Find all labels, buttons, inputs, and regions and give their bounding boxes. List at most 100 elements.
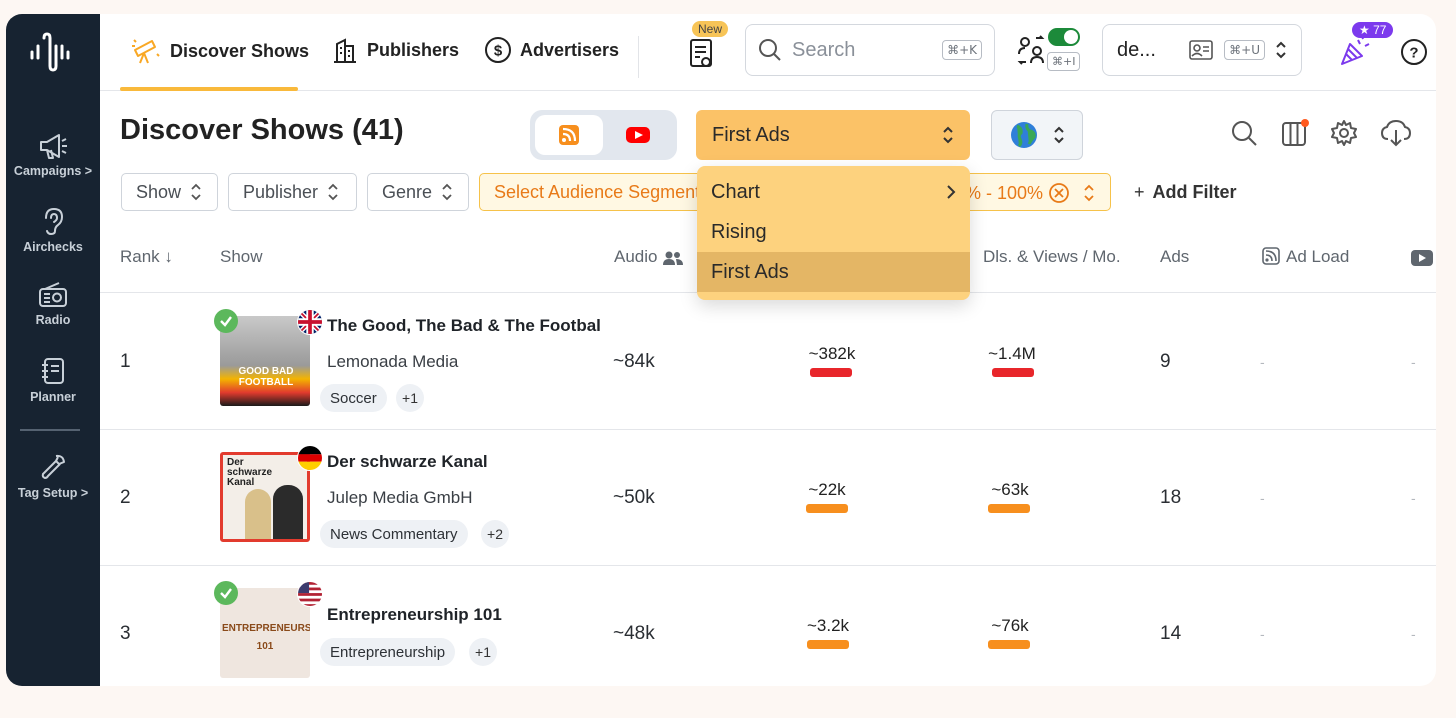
megaphone-icon	[40, 134, 67, 159]
nav-separator	[638, 36, 639, 78]
toggle-switch[interactable]	[1048, 28, 1080, 46]
dollar-icon: $	[485, 37, 511, 63]
menu-item-chart[interactable]: Chart	[697, 172, 970, 212]
genre-tag[interactable]: Soccer	[320, 384, 387, 412]
region-select[interactable]	[991, 110, 1083, 160]
more-tags-badge[interactable]: +1	[396, 384, 424, 412]
notebook-icon	[42, 358, 64, 384]
rank-column-header[interactable]: Rank ↓	[120, 247, 173, 267]
chevron-updown-icon	[1276, 41, 1286, 59]
notification-count: 77	[1373, 23, 1387, 37]
show-filter[interactable]: Show	[121, 173, 218, 211]
building-icon	[334, 38, 356, 63]
show-name[interactable]: Entrepreneurship 101	[327, 605, 502, 624]
youtube-column-icon[interactable]	[1410, 249, 1434, 267]
menu-item-label: Chart	[711, 180, 760, 203]
sidebar-item-label: Radio	[35, 313, 71, 327]
more-tags-badge[interactable]: +1	[469, 638, 497, 666]
downloads-column-header[interactable]: Dls. & Views / Mo.	[983, 247, 1121, 267]
search-icon[interactable]	[1230, 119, 1258, 147]
chevron-updown-icon	[328, 183, 338, 201]
ad-load-cell: -	[1260, 354, 1265, 370]
app-logo-icon[interactable]	[28, 32, 72, 72]
chevron-updown-icon	[943, 126, 953, 144]
sidebar: Campaigns > Airchecks Radio Planner Tag …	[6, 14, 100, 686]
svg-text:$: $	[494, 43, 503, 60]
download-icon[interactable]	[1380, 119, 1412, 147]
sidebar-item-tag-setup[interactable]: Tag Setup >	[6, 452, 100, 500]
publisher-name[interactable]: Julep Media GmbH	[327, 488, 473, 507]
more-tags-badge[interactable]: +2	[481, 520, 509, 548]
ad-load-column-header[interactable]: Ad Load	[1262, 247, 1349, 267]
downloads-bar	[988, 640, 1030, 649]
menu-item-rising[interactable]: Rising	[697, 212, 970, 252]
party-popper-icon[interactable]	[1338, 34, 1372, 68]
user-selector[interactable]: de... ⌘+U	[1102, 24, 1302, 76]
us-flag-icon	[297, 581, 323, 607]
rank-cell: 3	[120, 623, 131, 644]
chevron-updown-icon	[442, 183, 452, 201]
gear-icon[interactable]	[1330, 119, 1358, 147]
tab-publishers[interactable]: Publishers	[331, 36, 459, 64]
chevron-updown-icon	[1084, 184, 1094, 202]
search-input[interactable]: Search ⌘+K	[745, 24, 995, 76]
sidebar-item-label: Planner	[30, 390, 76, 404]
add-filter-button[interactable]: + Add Filter	[1134, 182, 1237, 203]
artwork-text: Der schwarze Kanal	[227, 457, 273, 488]
ranking-mode-menu: Chart Rising First Ads	[697, 166, 970, 300]
bookmark-list-icon[interactable]	[686, 36, 718, 70]
podcast-source-button[interactable]	[535, 115, 603, 155]
genre-tag[interactable]: Entrepreneurship	[320, 638, 456, 666]
youtube-ad-load-cell: -	[1411, 354, 1416, 370]
user-shortcut: ⌘+U	[1224, 40, 1265, 60]
show-name[interactable]: The Good, The Bad & The Footbal	[327, 316, 601, 335]
header-label: Show	[220, 247, 263, 266]
ads-cell: 9	[1160, 351, 1171, 372]
row-divider	[100, 565, 1436, 566]
filter-label: Genre	[382, 181, 433, 202]
publisher-filter[interactable]: Publisher	[228, 173, 357, 211]
ad-load-cell: -	[1260, 490, 1265, 506]
plus-icon: +	[1134, 182, 1145, 202]
source-toggle	[530, 110, 677, 160]
compare-users-icon[interactable]	[1016, 34, 1046, 66]
clear-icon[interactable]	[1048, 182, 1070, 204]
ranking-mode-select[interactable]: First Ads	[696, 110, 970, 160]
audio-cell: ~48k	[613, 623, 655, 644]
rank-cell: 1	[120, 351, 131, 372]
sidebar-item-airchecks[interactable]: Airchecks	[6, 206, 100, 254]
page-title: Discover Shows (41)	[120, 114, 404, 146]
tab-discover-shows[interactable]: Discover Shows	[130, 36, 309, 66]
show-column-header[interactable]: Show	[220, 247, 263, 267]
show-artwork[interactable]: ENTREPRENEURSHIP 101	[220, 588, 310, 678]
show-name[interactable]: Der schwarze Kanal	[327, 452, 488, 471]
columns-icon[interactable]	[1280, 119, 1310, 149]
downloads-value: ~76k	[991, 616, 1029, 635]
downloads-bar	[992, 368, 1034, 377]
top-navigation: Discover Shows Publishers $ Advertisers …	[100, 14, 1436, 91]
sidebar-item-campaigns[interactable]: Campaigns >	[6, 132, 100, 178]
audio-column-header[interactable]: Audio	[614, 247, 684, 267]
publisher-name[interactable]: Lemonada Media	[327, 352, 459, 371]
new-badge: New	[692, 21, 729, 37]
ads-column-header[interactable]: Ads	[1160, 247, 1189, 267]
telescope-icon	[132, 39, 160, 64]
genre-filter[interactable]: Genre	[367, 173, 469, 211]
ranking-mode-value: First Ads	[712, 123, 790, 146]
show-artwork[interactable]: GOOD BAD FOOTBALL	[220, 316, 310, 406]
downloads-value: ~1.4M	[988, 344, 1036, 363]
show-artwork[interactable]: Der schwarze Kanal	[220, 452, 310, 542]
sidebar-item-radio[interactable]: Radio	[6, 281, 100, 327]
notification-count-badge: ★ 77	[1352, 22, 1394, 38]
users-icon	[663, 251, 684, 265]
youtube-source-button[interactable]	[604, 115, 672, 155]
tab-advertisers[interactable]: $ Advertisers	[484, 36, 619, 64]
globe-icon	[1011, 122, 1037, 148]
menu-item-label: First Ads	[711, 260, 789, 283]
tab-label: Advertisers	[520, 39, 620, 60]
menu-item-first-ads[interactable]: First Ads	[697, 252, 970, 292]
help-icon[interactable]: ?	[1400, 38, 1428, 66]
sidebar-item-planner[interactable]: Planner	[6, 356, 100, 404]
artwork-text: ENTREPRENEURSHIP 101	[222, 623, 310, 652]
genre-tag[interactable]: News Commentary	[320, 520, 468, 548]
